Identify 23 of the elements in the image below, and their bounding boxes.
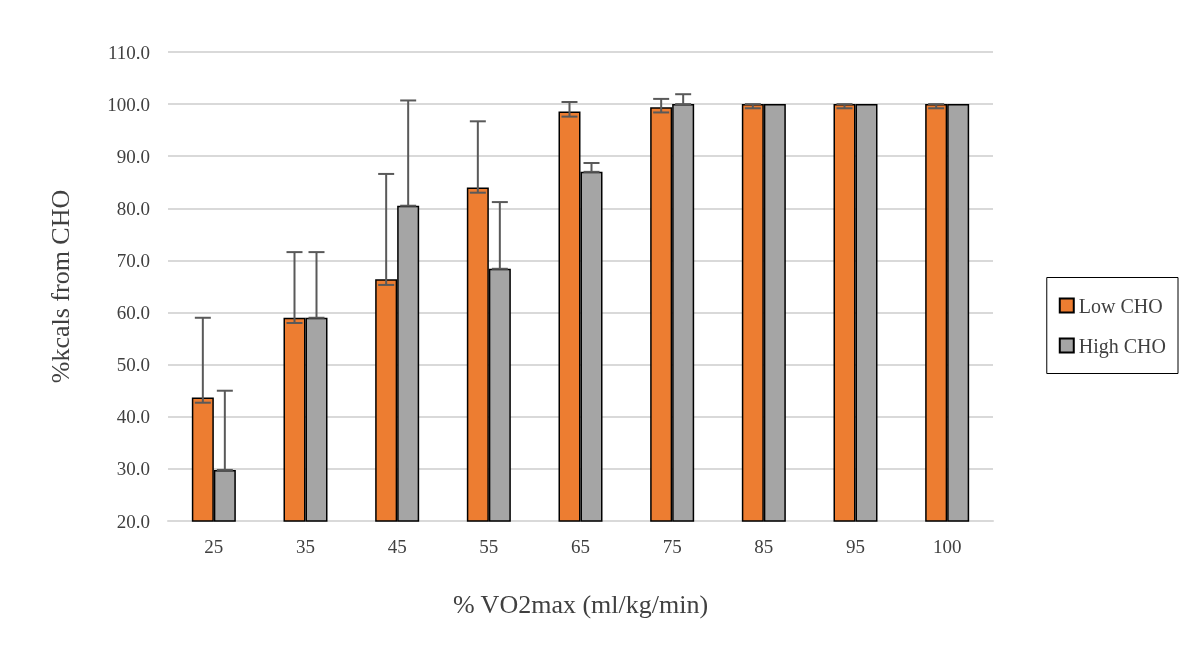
legend-label: Low CHO xyxy=(1078,294,1163,317)
x-tick-label: 100 xyxy=(932,536,962,557)
y-tick-label: 100.0 xyxy=(107,93,150,115)
x-axis-title: % VO2max (ml/kg/min) xyxy=(452,589,709,619)
y-tick-label: 110.0 xyxy=(107,41,150,63)
y-tick-label: 40.0 xyxy=(116,406,150,428)
y-tick-label: 70.0 xyxy=(116,249,150,271)
y-tick-label: 90.0 xyxy=(116,145,150,167)
y-tick-label: 30.0 xyxy=(116,458,150,480)
x-tick-label: 95 xyxy=(846,536,865,557)
y-tick-label: 50.0 xyxy=(116,354,150,376)
x-tick-label: 25 xyxy=(204,536,224,557)
y-axis-title: %kcals from CHO xyxy=(45,189,75,384)
y-tick-label: 20.0 xyxy=(116,510,150,532)
x-tick-label: 35 xyxy=(296,536,315,557)
x-tick-label: 55 xyxy=(479,536,499,557)
y-tick-label: 60.0 xyxy=(116,302,150,324)
x-tick-label: 65 xyxy=(571,536,590,557)
legend-label: High CHO xyxy=(1078,334,1167,358)
x-tick-label: 85 xyxy=(754,536,774,557)
x-tick-label: 45 xyxy=(387,536,407,557)
y-tick-label: 80.0 xyxy=(116,197,150,219)
x-tick-label: 75 xyxy=(662,536,682,557)
